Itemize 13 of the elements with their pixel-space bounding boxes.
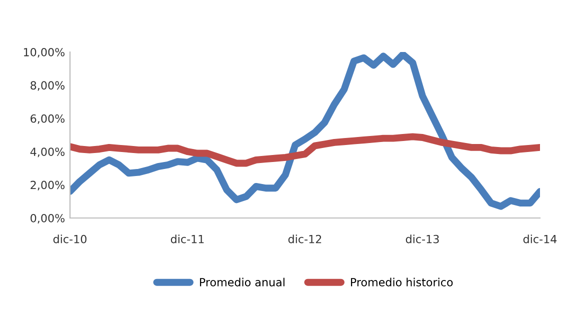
y-tick-label: 6,00% (30, 114, 65, 124)
y-tick-label: 8,00% (30, 81, 65, 91)
legend-label: Promedio historico (351, 278, 453, 286)
y-tick-label: 0,00% (30, 214, 65, 224)
y-tick-label: 2,00% (30, 180, 65, 190)
x-tick-label: dic-13 (406, 234, 439, 244)
y-tick-label: 4,00% (30, 148, 65, 158)
x-tick-label: dic-11 (170, 234, 204, 244)
legend-label: Promedio anual (200, 278, 284, 286)
x-tick-label: dic-14 (523, 234, 557, 244)
x-tick-label: dic-12 (288, 234, 322, 244)
x-tick-label: dic-10 (53, 234, 86, 244)
y-tick-label: 10,00% (24, 48, 65, 58)
